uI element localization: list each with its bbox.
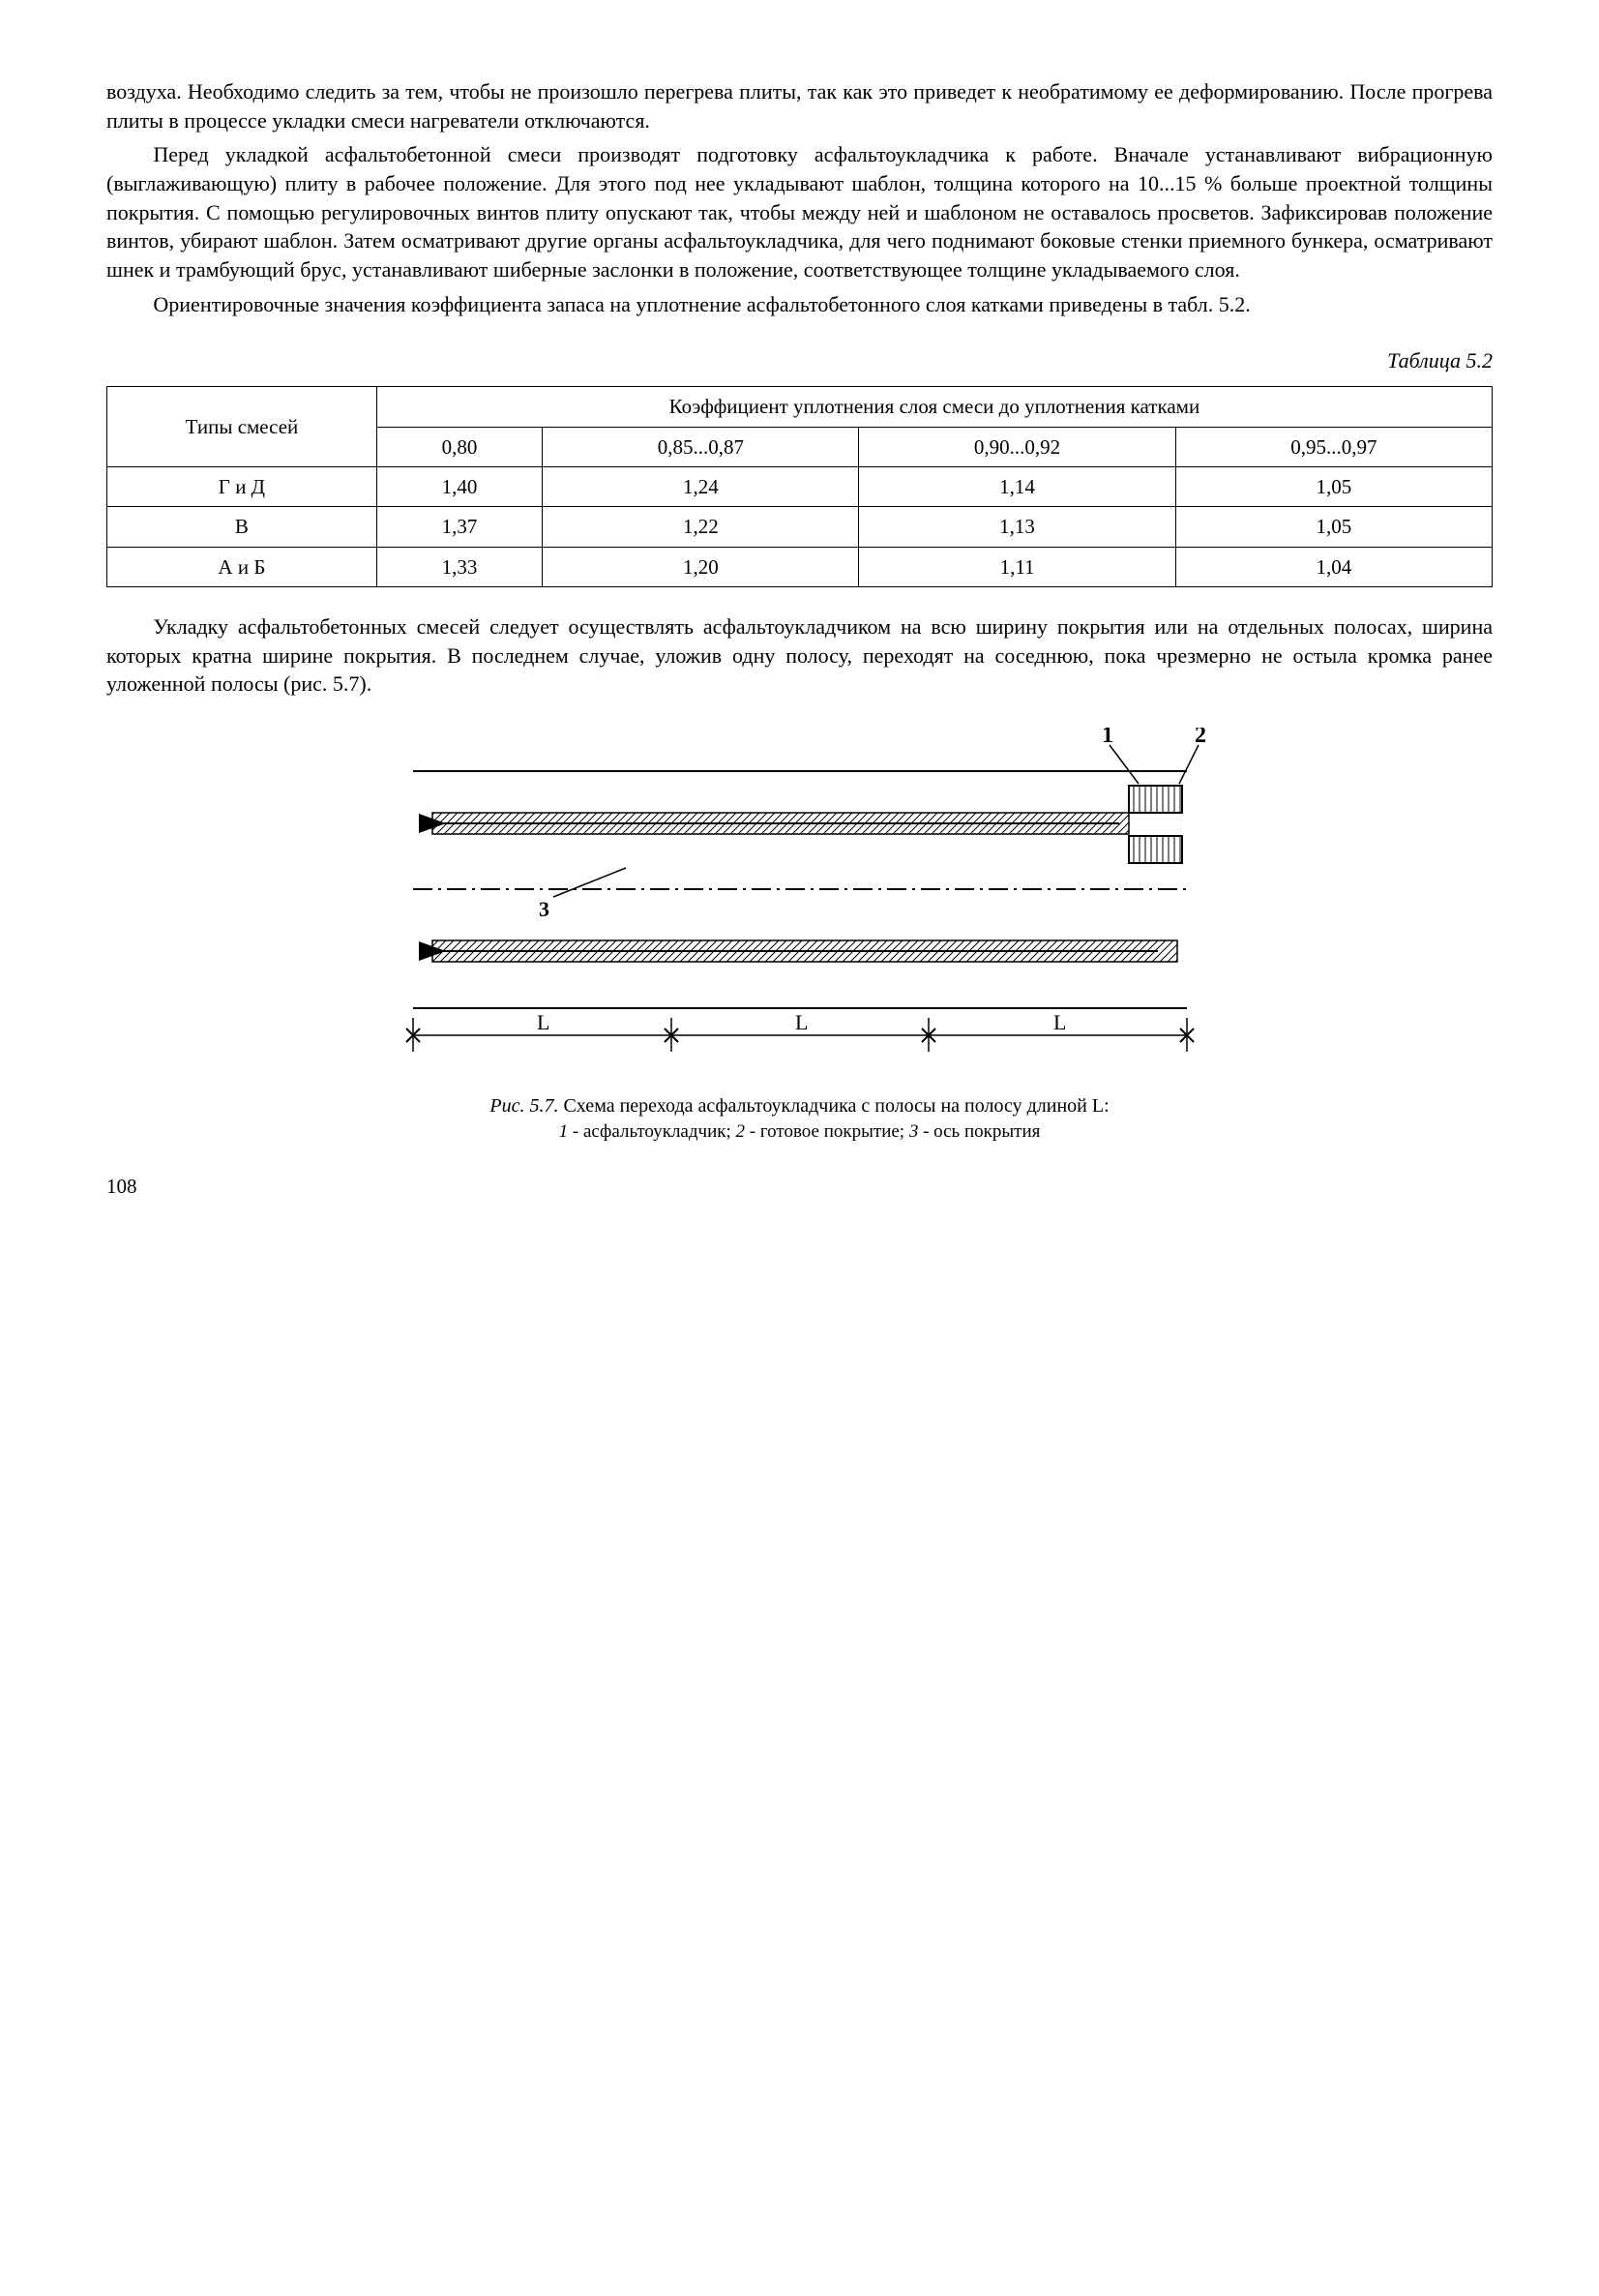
table-cell: 1,37 xyxy=(376,507,542,547)
table-subheader: 0,85...0,87 xyxy=(543,427,859,466)
table-row: А и Б 1,33 1,20 1,11 1,04 xyxy=(107,547,1493,586)
paragraph-3: Ориентировочные значения коэффициента за… xyxy=(106,290,1493,319)
figure-label-L2: L xyxy=(795,1010,808,1034)
figure-label-1: 1 xyxy=(1102,728,1113,748)
table-header-types: Типы смесей xyxy=(107,387,377,467)
figure-label-L3: L xyxy=(1053,1010,1066,1034)
figure-5-7: 1 2 3 L L L Рис. 5.7. Схема перехода асф… xyxy=(106,728,1493,1144)
paragraph-4: Укладку асфальтобетонных смесей следует … xyxy=(106,612,1493,699)
table-cell: 1,04 xyxy=(1175,547,1492,586)
table-cell: 1,20 xyxy=(543,547,859,586)
table-subheader: 0,80 xyxy=(376,427,542,466)
table-row: Г и Д 1,40 1,24 1,14 1,05 xyxy=(107,466,1493,506)
table-cell: 1,05 xyxy=(1175,507,1492,547)
figure-svg: 1 2 3 L L L xyxy=(365,728,1235,1076)
figure-caption-prefix: Рис. 5.7. xyxy=(489,1095,558,1117)
table-cell: Г и Д xyxy=(107,466,377,506)
table-row: В 1,37 1,22 1,13 1,05 xyxy=(107,507,1493,547)
table-header-row-1: Типы смесей Коэффициент уплотнения слоя … xyxy=(107,387,1493,427)
table-header-merged: Коэффициент уплотнения слоя смеси до упл… xyxy=(376,387,1492,427)
figure-caption: Рис. 5.7. Схема перехода асфальтоукладчи… xyxy=(106,1093,1493,1145)
table-cell: 1,40 xyxy=(376,466,542,506)
figure-label-L1: L xyxy=(537,1010,549,1034)
figure-label-3: 3 xyxy=(539,897,549,921)
page-number: 108 xyxy=(106,1173,1493,1200)
table-caption: Таблица 5.2 xyxy=(106,346,1493,375)
table-cell: 1,14 xyxy=(859,466,1175,506)
table-cell: 1,33 xyxy=(376,547,542,586)
table-cell: В xyxy=(107,507,377,547)
table-subheader: 0,90...0,92 xyxy=(859,427,1175,466)
coefficient-table: Типы смесей Коэффициент уплотнения слоя … xyxy=(106,386,1493,587)
table-cell: 1,24 xyxy=(543,466,859,506)
table-cell: А и Б xyxy=(107,547,377,586)
table-cell: 1,22 xyxy=(543,507,859,547)
table-cell: 1,05 xyxy=(1175,466,1492,506)
table-cell: 1,13 xyxy=(859,507,1175,547)
table-subheader: 0,95...0,97 xyxy=(1175,427,1492,466)
paragraph-1: воздуха. Необходимо следить за тем, чтоб… xyxy=(106,77,1493,134)
figure-label-2: 2 xyxy=(1195,728,1206,748)
paragraph-2: Перед укладкой асфальтобетонной смеси пр… xyxy=(106,140,1493,283)
table-cell: 1,11 xyxy=(859,547,1175,586)
figure-caption-text: Схема перехода асфальтоукладчика с полос… xyxy=(558,1095,1109,1117)
